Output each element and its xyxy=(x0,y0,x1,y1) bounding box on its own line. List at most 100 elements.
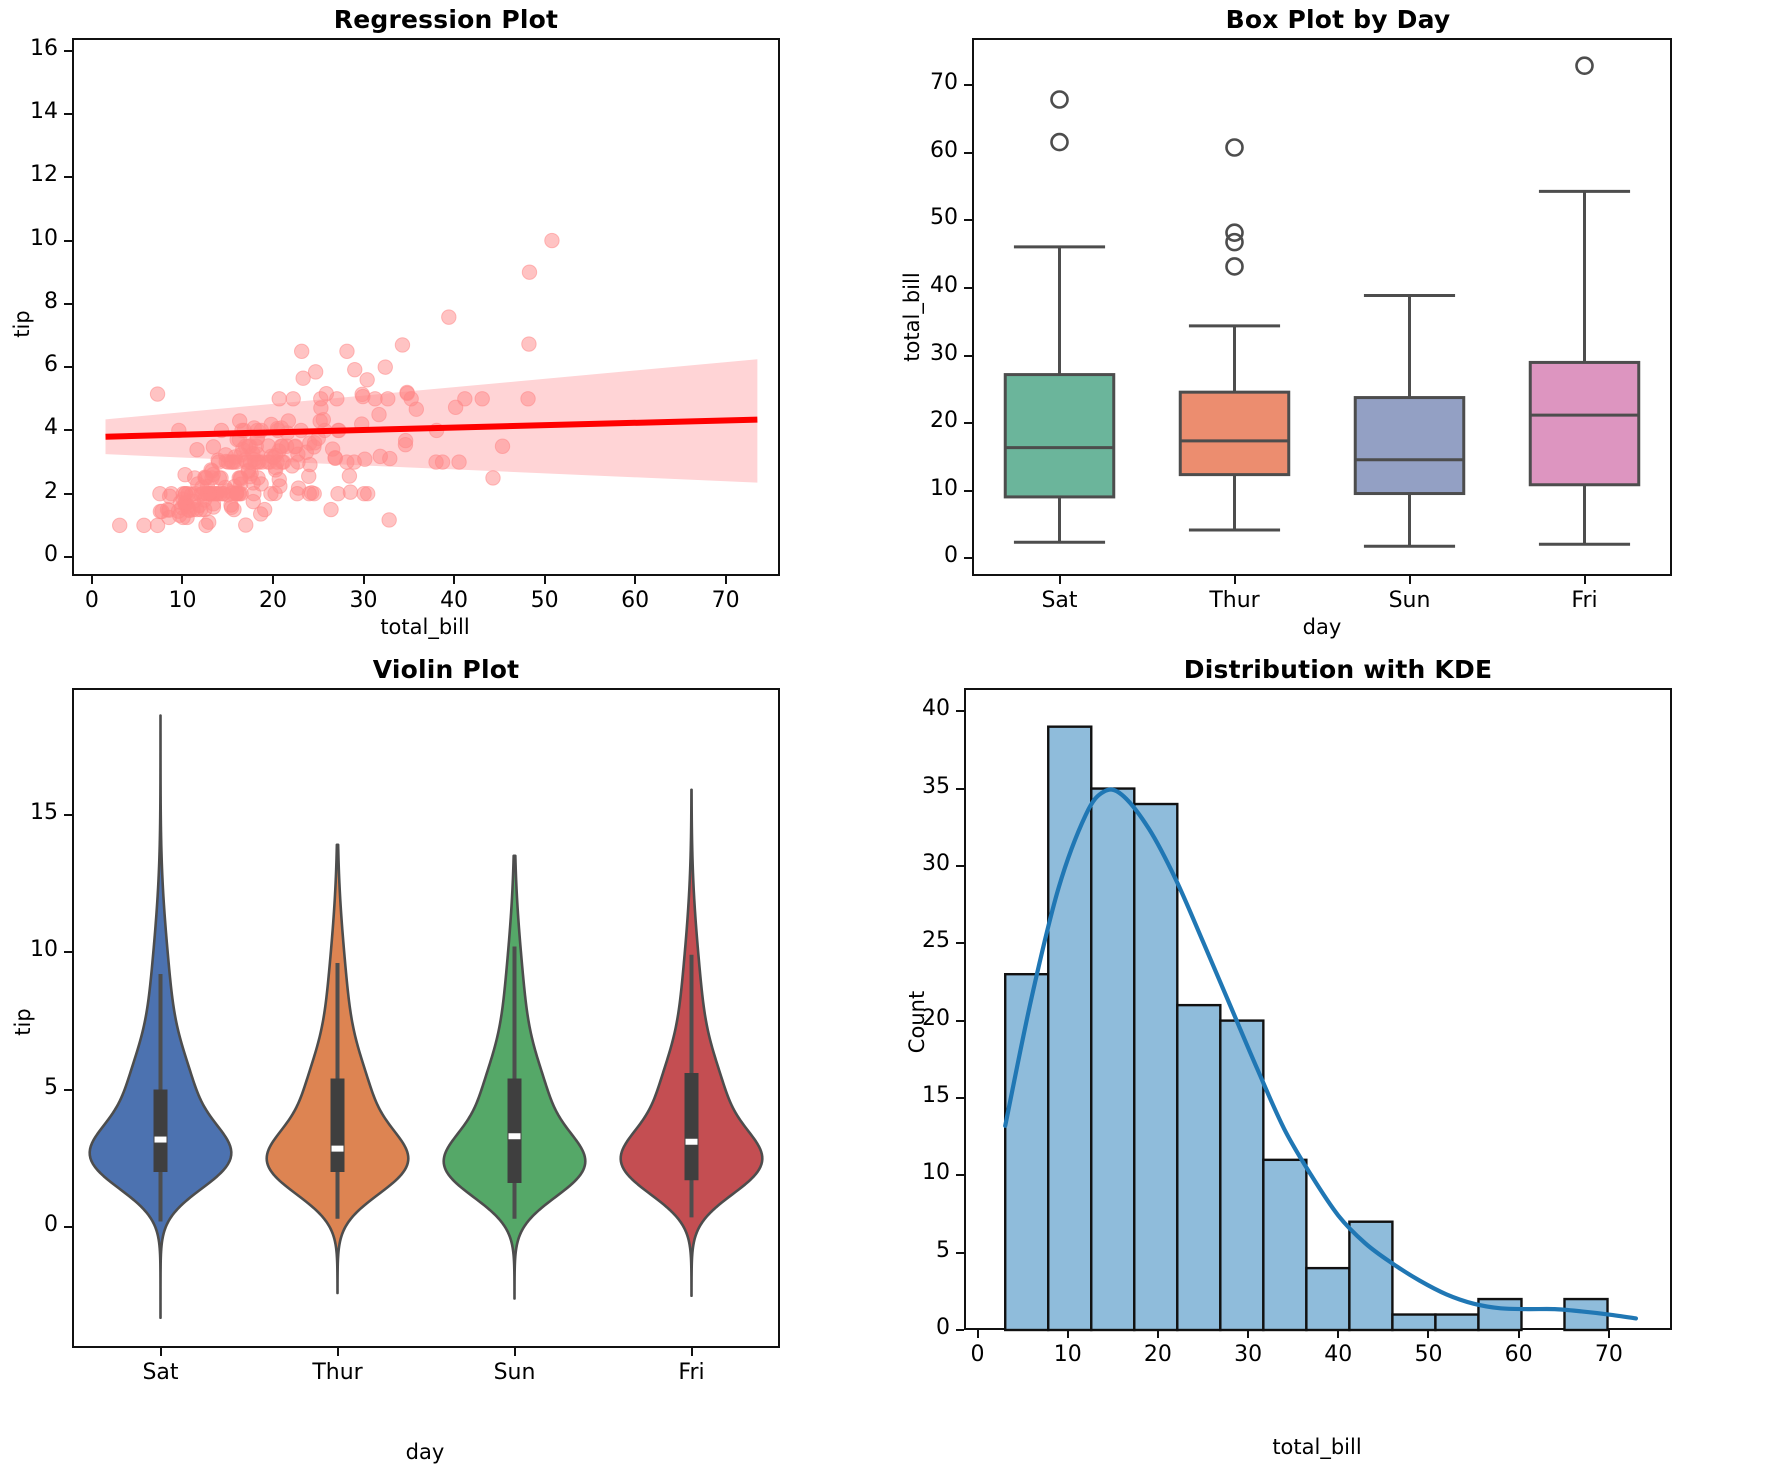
panel-violin-plot: Violin Plot tip day 0 5 10 15 Sat Thur Sun Fri xyxy=(0,640,892,1482)
violin-x-tickmark xyxy=(159,1348,162,1356)
panel-regression-plot: Regression Plot tip total_bill 0 2 4 6 8 10 12… xyxy=(0,0,892,660)
histogram-x-tickmark xyxy=(1427,1330,1430,1338)
regression-line xyxy=(105,416,758,440)
histogram-x-tick-label: 50 xyxy=(1414,1342,1443,1367)
box-x-tickmark xyxy=(1058,576,1061,584)
histogram-x-tick-label: 30 xyxy=(1234,1342,1263,1367)
box-y-tickmark xyxy=(964,151,972,154)
histogram-y-tickmark xyxy=(956,1251,964,1254)
violin-y-tickmark xyxy=(64,813,72,816)
histogram-y-tick-label: 10 xyxy=(922,1160,950,1186)
box-y-tick-label: 70 xyxy=(930,70,958,96)
violin-y-tick-label: 15 xyxy=(30,799,58,825)
box-x-tickmark xyxy=(1233,576,1236,584)
violin-axes xyxy=(72,688,780,1348)
histogram-x-tickmark xyxy=(1607,1330,1610,1338)
box-plot-svg xyxy=(1003,56,1641,548)
regression-y-tick-label: 6 xyxy=(44,352,58,378)
box-plot-box-sat xyxy=(1003,90,1116,544)
violin-y-tickmark xyxy=(64,951,72,953)
histogram-y-tickmark xyxy=(956,787,964,790)
histogram-x-tickmark xyxy=(976,1330,979,1338)
regression-y-tickmark xyxy=(64,176,72,179)
violin-x-tickmark xyxy=(690,1348,693,1356)
violin-sun xyxy=(442,854,587,1300)
regression-y-tick-label: 2 xyxy=(44,478,58,504)
regression-y-tickmark xyxy=(64,556,72,558)
violin-plot-svg xyxy=(88,714,764,1320)
regression-x-tickmark xyxy=(724,576,727,584)
violin-x-tickmark xyxy=(336,1348,339,1356)
regression-y-tickmark xyxy=(64,239,72,242)
histogram-x-tick-label: 60 xyxy=(1504,1342,1533,1367)
histogram-x-tickmark xyxy=(1517,1330,1520,1338)
regression-x-tick-label: 40 xyxy=(440,588,469,613)
histogram-plot-title: Distribution with KDE xyxy=(1183,655,1493,684)
histogram-x-tickmark xyxy=(1337,1330,1340,1338)
box-y-tickmark xyxy=(964,219,972,222)
box-y-tick-label: 50 xyxy=(930,205,958,231)
regression-y-tick-label: 16 xyxy=(30,35,58,61)
histogram-y-tickmark xyxy=(956,1096,964,1099)
regression-y-tickmark xyxy=(64,49,72,52)
regression-y-tickmark xyxy=(64,366,72,369)
box-y-tickmark xyxy=(964,489,972,492)
violin-y-tick-label: 0 xyxy=(44,1212,58,1237)
histogram-y-tick-label: 20 xyxy=(922,1005,950,1031)
histogram-y-tick-label: 5 xyxy=(936,1237,950,1263)
regression-y-tick-label: 4 xyxy=(44,415,58,441)
box-y-tick-label: 0 xyxy=(944,543,958,569)
violin-y-tick-label: 10 xyxy=(30,937,58,962)
violin-x-category-label: Sun xyxy=(493,1360,536,1385)
box-x-axis-label: day xyxy=(1302,615,1342,639)
regression-x-tickmark xyxy=(271,576,274,584)
box-y-tick-label: 20 xyxy=(930,408,958,434)
regression-scatter-points xyxy=(112,232,560,534)
histogram-y-tickmark xyxy=(956,1174,964,1177)
violin-x-axis-label: day xyxy=(405,1440,445,1464)
histogram-y-tick-label: 25 xyxy=(922,928,950,954)
box-x-category-label: Fri xyxy=(1571,588,1598,613)
box-y-tick-label: 60 xyxy=(930,137,958,163)
violin-x-category-label: Thur xyxy=(312,1360,363,1385)
kde-curve xyxy=(1003,787,1639,1321)
regression-x-tick-label: 0 xyxy=(84,588,99,613)
box-y-tick-label: 30 xyxy=(930,340,958,366)
histogram-bars xyxy=(1004,725,1609,1332)
violin-x-category-label: Fri xyxy=(678,1360,705,1385)
violin-x-category-label: Sat xyxy=(142,1360,179,1385)
regression-x-tick-label: 20 xyxy=(258,588,287,613)
histogram-y-tickmark xyxy=(956,942,964,945)
box-x-category-label: Thur xyxy=(1209,588,1260,613)
histogram-y-tick-label: 15 xyxy=(922,1082,950,1108)
regression-x-tickmark xyxy=(634,576,637,584)
regression-x-tickmark xyxy=(543,576,546,584)
box-x-tickmark xyxy=(1583,576,1586,584)
box-x-category-label: Sun xyxy=(1388,588,1431,613)
regression-x-tick-label: 70 xyxy=(711,588,740,613)
regression-plot-title: Regression Plot xyxy=(333,5,559,34)
histogram-y-tick-label: 0 xyxy=(936,1315,950,1340)
box-y-tick-label: 40 xyxy=(930,273,958,299)
violin-y-tick-label: 5 xyxy=(44,1074,58,1100)
regression-x-tick-label: 10 xyxy=(168,588,197,613)
box-x-category-label: Sat xyxy=(1041,588,1078,613)
regression-y-tickmark xyxy=(64,492,72,495)
violin-x-tickmark xyxy=(513,1348,516,1356)
regression-y-tickmark xyxy=(64,302,72,305)
box-y-tickmark xyxy=(964,84,972,87)
regression-y-tick-label: 0 xyxy=(44,542,58,567)
box-y-tickmark xyxy=(964,557,972,560)
histogram-y-tickmark xyxy=(956,1329,964,1331)
regression-plot-svg xyxy=(105,232,758,534)
histogram-x-tickmark xyxy=(1247,1330,1250,1338)
histogram-x-tickmark xyxy=(1066,1330,1069,1338)
regression-x-tick-label: 60 xyxy=(621,588,650,613)
regression-x-tick-label: 50 xyxy=(530,588,559,613)
regression-x-axis-label: total_bill xyxy=(380,615,470,639)
box-y-tickmark xyxy=(964,354,972,357)
box-plot-box-fri xyxy=(1528,56,1641,546)
box-y-tickmark xyxy=(964,422,972,425)
regression-y-tick-label: 8 xyxy=(44,288,58,314)
regression-x-tickmark xyxy=(453,576,456,584)
